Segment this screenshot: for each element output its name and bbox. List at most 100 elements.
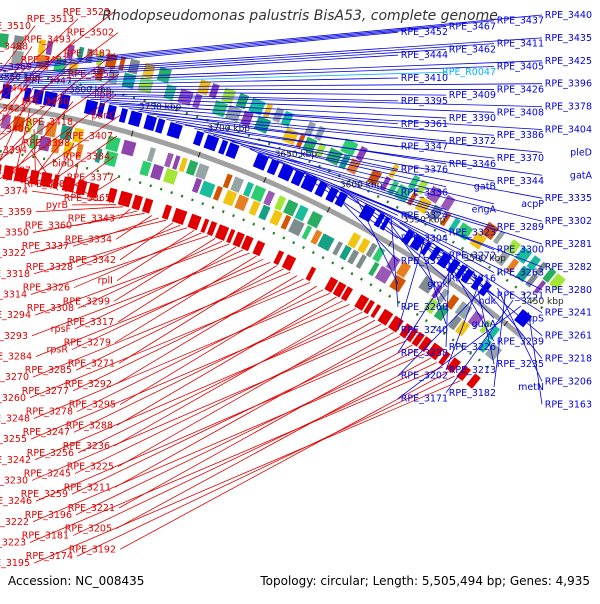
reverse-gene-label: RPE_3302 xyxy=(545,216,592,227)
forward-gene-label: RPE_3394 xyxy=(0,145,27,156)
reverse-gene-label: RPE_3239 xyxy=(497,336,544,347)
reverse-gene-arrow xyxy=(119,108,128,123)
category-gene-block xyxy=(163,168,178,185)
reverse-gene-label: RPE_3462 xyxy=(449,44,496,55)
reverse-gene-label: aspS xyxy=(521,313,544,324)
category-gene-block xyxy=(249,200,261,216)
forward-gene-label: RPE_3279 xyxy=(64,338,111,349)
topology-text: Topology: circular; Length: 5,505,494 bp… xyxy=(260,574,590,588)
category-gene-block xyxy=(251,185,266,202)
forward-gene-label: RPE_3322 xyxy=(0,248,26,259)
forward-label-leader xyxy=(77,225,180,267)
forward-gene-label: bioD xyxy=(52,159,74,170)
reverse-gene-label: RPE_3171 xyxy=(401,394,448,405)
reverse-gene-label: RPE_3344 xyxy=(497,176,544,187)
reverse-gene-arrow xyxy=(204,134,220,151)
reverse-gene-label: pleD xyxy=(570,147,592,158)
forward-gene-label: RPE_3407 xyxy=(66,131,113,142)
reverse-gene-label: RPE_3218 xyxy=(545,353,592,364)
category-gene-block xyxy=(213,186,223,201)
category-gene-block xyxy=(356,254,367,269)
forward-gene-label: RPE_3248 xyxy=(0,413,30,424)
forward-gene-label: RPE_3308 xyxy=(27,303,74,314)
reverse-gene-label: RPE_3182 xyxy=(449,388,496,399)
category-gene-block xyxy=(147,147,156,162)
forward-gene-label: RPE_3225 xyxy=(67,462,114,473)
forward-gene-label: RPE_3502 xyxy=(67,28,114,39)
reverse-gene-label: gatA xyxy=(570,170,593,181)
reverse-gene-label: RPE_3452 xyxy=(401,27,448,38)
reverse-gene-label: RPE_3390 xyxy=(449,113,496,124)
genome-title: Rhodopseudomonas palustris BisA53, compl… xyxy=(0,8,600,24)
reverse-gene-label: RPE_3289 xyxy=(497,222,544,233)
category-gene-block xyxy=(121,140,136,157)
forward-gene-label: RPE_3359 xyxy=(0,207,32,218)
reverse-gene-label: RPE_3241 xyxy=(545,308,592,319)
category-gene-block xyxy=(283,199,298,216)
reverse-gene-arrow xyxy=(128,111,143,128)
reverse-gene-label: RPE_3202 xyxy=(401,371,448,382)
forward-label-leader xyxy=(116,358,431,529)
forward-label-leader xyxy=(117,230,194,280)
forward-gene-label: RPE_3221 xyxy=(68,503,115,514)
forward-gene-label: RPE_3337 xyxy=(22,241,69,252)
reverse-gene-label: RPE_3425 xyxy=(545,56,592,67)
reverse-gene-label: RPE_3163 xyxy=(545,399,592,410)
forward-gene-label: RPE_3222 xyxy=(0,517,29,528)
category-gene-block xyxy=(195,163,209,180)
forward-gene-label: RPE_3328 xyxy=(26,262,73,273)
reverse-gene-arrow xyxy=(167,122,183,139)
reverse-gene-arrow xyxy=(193,131,204,147)
forward-gene-label: rpsF xyxy=(51,324,71,335)
reverse-gene-label: RPE_3300 xyxy=(497,245,544,256)
reverse-gene-label: RPE_3435 xyxy=(545,33,592,44)
forward-gene-label: RPE_3423 xyxy=(0,103,26,114)
forward-label-leader xyxy=(78,312,362,453)
reverse-gene-label: RPE_3370 xyxy=(497,153,544,164)
forward-label-leader xyxy=(115,332,394,487)
forward-gene-label: RPE_3242 xyxy=(0,455,31,466)
forward-label-leader xyxy=(118,320,375,467)
reverse-gene-label: RPE_3240 xyxy=(401,325,448,336)
forward-gene-label: RPE_3230 xyxy=(0,475,28,486)
forward-gene-label: RPE_3270 xyxy=(0,372,29,383)
category-gene-block xyxy=(274,195,286,211)
category-gene-block xyxy=(356,146,368,162)
category-gene-block xyxy=(234,194,249,211)
forward-gene-label: panC xyxy=(91,110,116,121)
forward-gene-arrow xyxy=(252,240,265,256)
forward-gene-label: RPE_3314 xyxy=(0,289,27,300)
forward-gene-label: RPE_3288 xyxy=(66,420,113,431)
forward-gene-label: pyrB xyxy=(46,200,68,211)
forward-gene-label: RPE_3488 xyxy=(0,41,28,52)
forward-gene-label: RPE_3317 xyxy=(67,317,114,328)
forward-gene-arrow xyxy=(118,191,133,208)
forward-gene-arrow xyxy=(306,267,317,282)
reverse-gene-label: RPE_3238 xyxy=(401,348,448,359)
reverse-gene-label: RPE_3323 xyxy=(449,228,496,239)
forward-gene-arrow xyxy=(131,195,143,211)
forward-label-leader xyxy=(75,324,381,473)
reverse-gene-label: RPE_3404 xyxy=(545,124,592,135)
reverse-gene-label: RPE_3408 xyxy=(497,107,544,118)
forward-label-leader xyxy=(120,372,449,550)
reverse-gene-label: RPE_3426 xyxy=(497,84,544,95)
forward-gene-label: RPE_3260 xyxy=(0,393,26,404)
forward-label-leader xyxy=(116,216,152,240)
accession-text: Accession: NC_008435 xyxy=(8,574,144,588)
forward-label-leader xyxy=(115,256,257,343)
forward-gene-label: RPE_3365 xyxy=(64,193,111,204)
category-gene-block xyxy=(302,225,313,240)
forward-label-leader xyxy=(76,349,419,515)
forward-gene-label: RPE_3318 xyxy=(0,269,30,280)
forward-gene-label: RPE_3381 xyxy=(24,179,71,190)
forward-gene-arrow xyxy=(215,224,229,241)
reverse-gene-label: RPE_3280 xyxy=(545,285,592,296)
reverse-gene-label: RPE_3251 xyxy=(497,291,544,302)
forward-gene-label: RPE_3350 xyxy=(0,227,29,238)
category-gene-block xyxy=(138,77,154,94)
forward-gene-label: RPE_3294 xyxy=(0,310,31,321)
forward-gene-label: rplI xyxy=(98,276,113,287)
